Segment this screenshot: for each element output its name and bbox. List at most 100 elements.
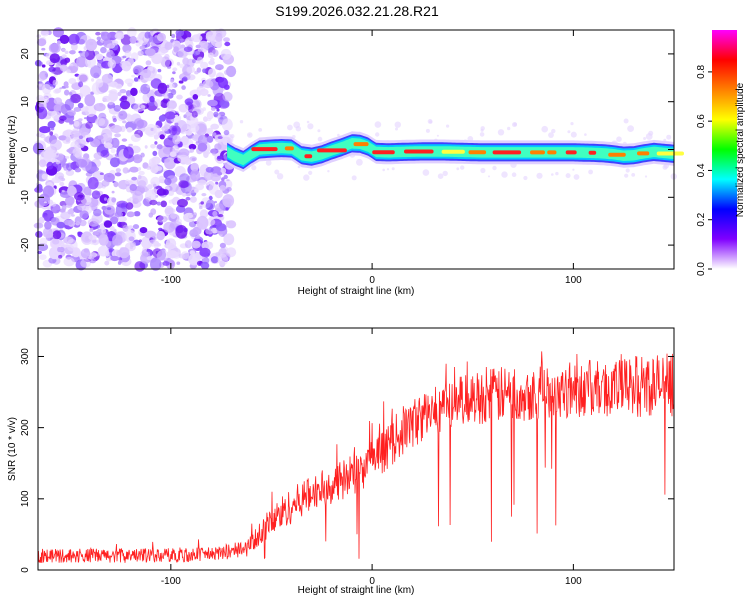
noise-blob — [109, 226, 115, 231]
noise-blob — [59, 64, 68, 72]
noise-blob — [156, 144, 163, 150]
noise-blob — [206, 183, 209, 186]
noise-blob — [156, 107, 160, 111]
faint-blob — [631, 173, 636, 177]
noise-blob — [117, 91, 122, 97]
noise-blob — [36, 34, 42, 38]
faint-blob — [643, 137, 647, 140]
noise-blob — [111, 197, 117, 203]
noise-blob — [192, 226, 202, 236]
spectrogram-xlabel: Height of straight line (km) — [298, 286, 415, 297]
noise-blob — [173, 46, 179, 53]
noise-blob — [44, 221, 52, 230]
faint-blob — [555, 171, 559, 176]
noise-blob — [175, 218, 182, 225]
y-tick-label: 20 — [20, 48, 31, 60]
noise-blob — [178, 103, 189, 113]
noise-blob — [144, 31, 151, 39]
noise-blob — [210, 256, 219, 264]
noise-blob — [226, 220, 237, 229]
noise-blob — [39, 254, 47, 260]
noise-blob — [192, 94, 199, 100]
noise-blob — [208, 195, 213, 201]
noise-blob — [182, 57, 190, 66]
noise-blob — [212, 210, 218, 217]
noise-blob — [65, 196, 75, 206]
noise-blob — [113, 104, 122, 112]
faint-blob — [351, 175, 357, 181]
noise-blob — [217, 136, 223, 140]
noise-blob — [221, 177, 225, 182]
x-tick-label: 0 — [369, 275, 375, 286]
noise-blob — [66, 69, 71, 74]
noise-blob — [220, 167, 227, 174]
noise-blob — [203, 116, 208, 122]
noise-blob — [110, 137, 120, 148]
noise-blob — [205, 199, 216, 211]
ridge-hot-segment — [372, 150, 395, 155]
noise-blob — [51, 111, 61, 119]
noise-blob — [120, 102, 126, 107]
noise-blob — [214, 143, 222, 151]
noise-blob — [172, 146, 180, 154]
snr-series-group — [37, 351, 675, 564]
noise-blob — [101, 179, 110, 187]
noise-blob — [70, 214, 75, 217]
noise-blob — [121, 60, 132, 72]
noise-blob — [77, 102, 84, 109]
faint-blob — [666, 134, 672, 140]
y-tick-label: 300 — [20, 348, 31, 365]
colorbar: 0.0 0.2 0.4 0.6 0.8 Normalized spectral ampl… — [696, 30, 746, 276]
ridge-hot-segment — [637, 151, 650, 156]
noise-blob — [52, 238, 60, 245]
ridge-hot-segment — [251, 147, 278, 152]
faint-blob — [437, 173, 444, 179]
noise-blob — [57, 40, 61, 45]
noise-blob — [186, 66, 196, 74]
noise-blob — [150, 163, 159, 174]
noise-blob — [163, 221, 175, 233]
noise-blob — [132, 224, 140, 230]
noise-blob — [140, 253, 152, 264]
noise-blob — [58, 135, 67, 141]
snr-panel: -100 0 100 0 100 200 300 Height of straight li… — [7, 327, 675, 596]
ridge-hot-segment — [353, 142, 369, 147]
noise-blob — [137, 167, 142, 171]
noise-blob — [73, 107, 82, 112]
noise-blob — [130, 133, 141, 143]
faint-blob — [662, 164, 668, 170]
noise-blob — [200, 201, 204, 205]
noise-blob — [194, 188, 199, 193]
faint-blob — [230, 134, 235, 139]
noise-blob — [133, 118, 144, 130]
faint-blob — [395, 127, 398, 131]
noise-blob — [114, 32, 125, 40]
noise-blob — [43, 149, 55, 160]
noise-blob — [36, 184, 43, 191]
noise-blob — [162, 189, 169, 196]
noise-blob — [122, 224, 129, 232]
noise-blob — [121, 138, 128, 142]
colorbar-tick-label: 0.4 — [696, 163, 707, 177]
noise-blob — [157, 215, 168, 223]
ridge-hot-segment — [656, 151, 684, 156]
noise-blob — [199, 206, 203, 210]
noise-blob — [139, 45, 146, 50]
noise-blob — [128, 143, 133, 147]
ridge-hot-segment — [530, 150, 545, 155]
noise-blob — [97, 135, 104, 140]
noise-blob — [110, 216, 119, 225]
noise-blob — [111, 190, 115, 194]
noise-blob — [202, 80, 214, 89]
noise-blob — [166, 65, 172, 69]
noise-blob — [177, 50, 188, 59]
noise-blob — [185, 196, 191, 201]
noise-blob — [222, 194, 235, 208]
noise-blob — [66, 162, 73, 171]
noise-blob — [133, 77, 139, 82]
colorbar-tick-label: 0.8 — [696, 64, 707, 78]
faint-blob — [374, 121, 382, 128]
faint-blob — [479, 132, 485, 137]
noise-blob — [87, 137, 94, 142]
noise-blob — [221, 118, 233, 131]
